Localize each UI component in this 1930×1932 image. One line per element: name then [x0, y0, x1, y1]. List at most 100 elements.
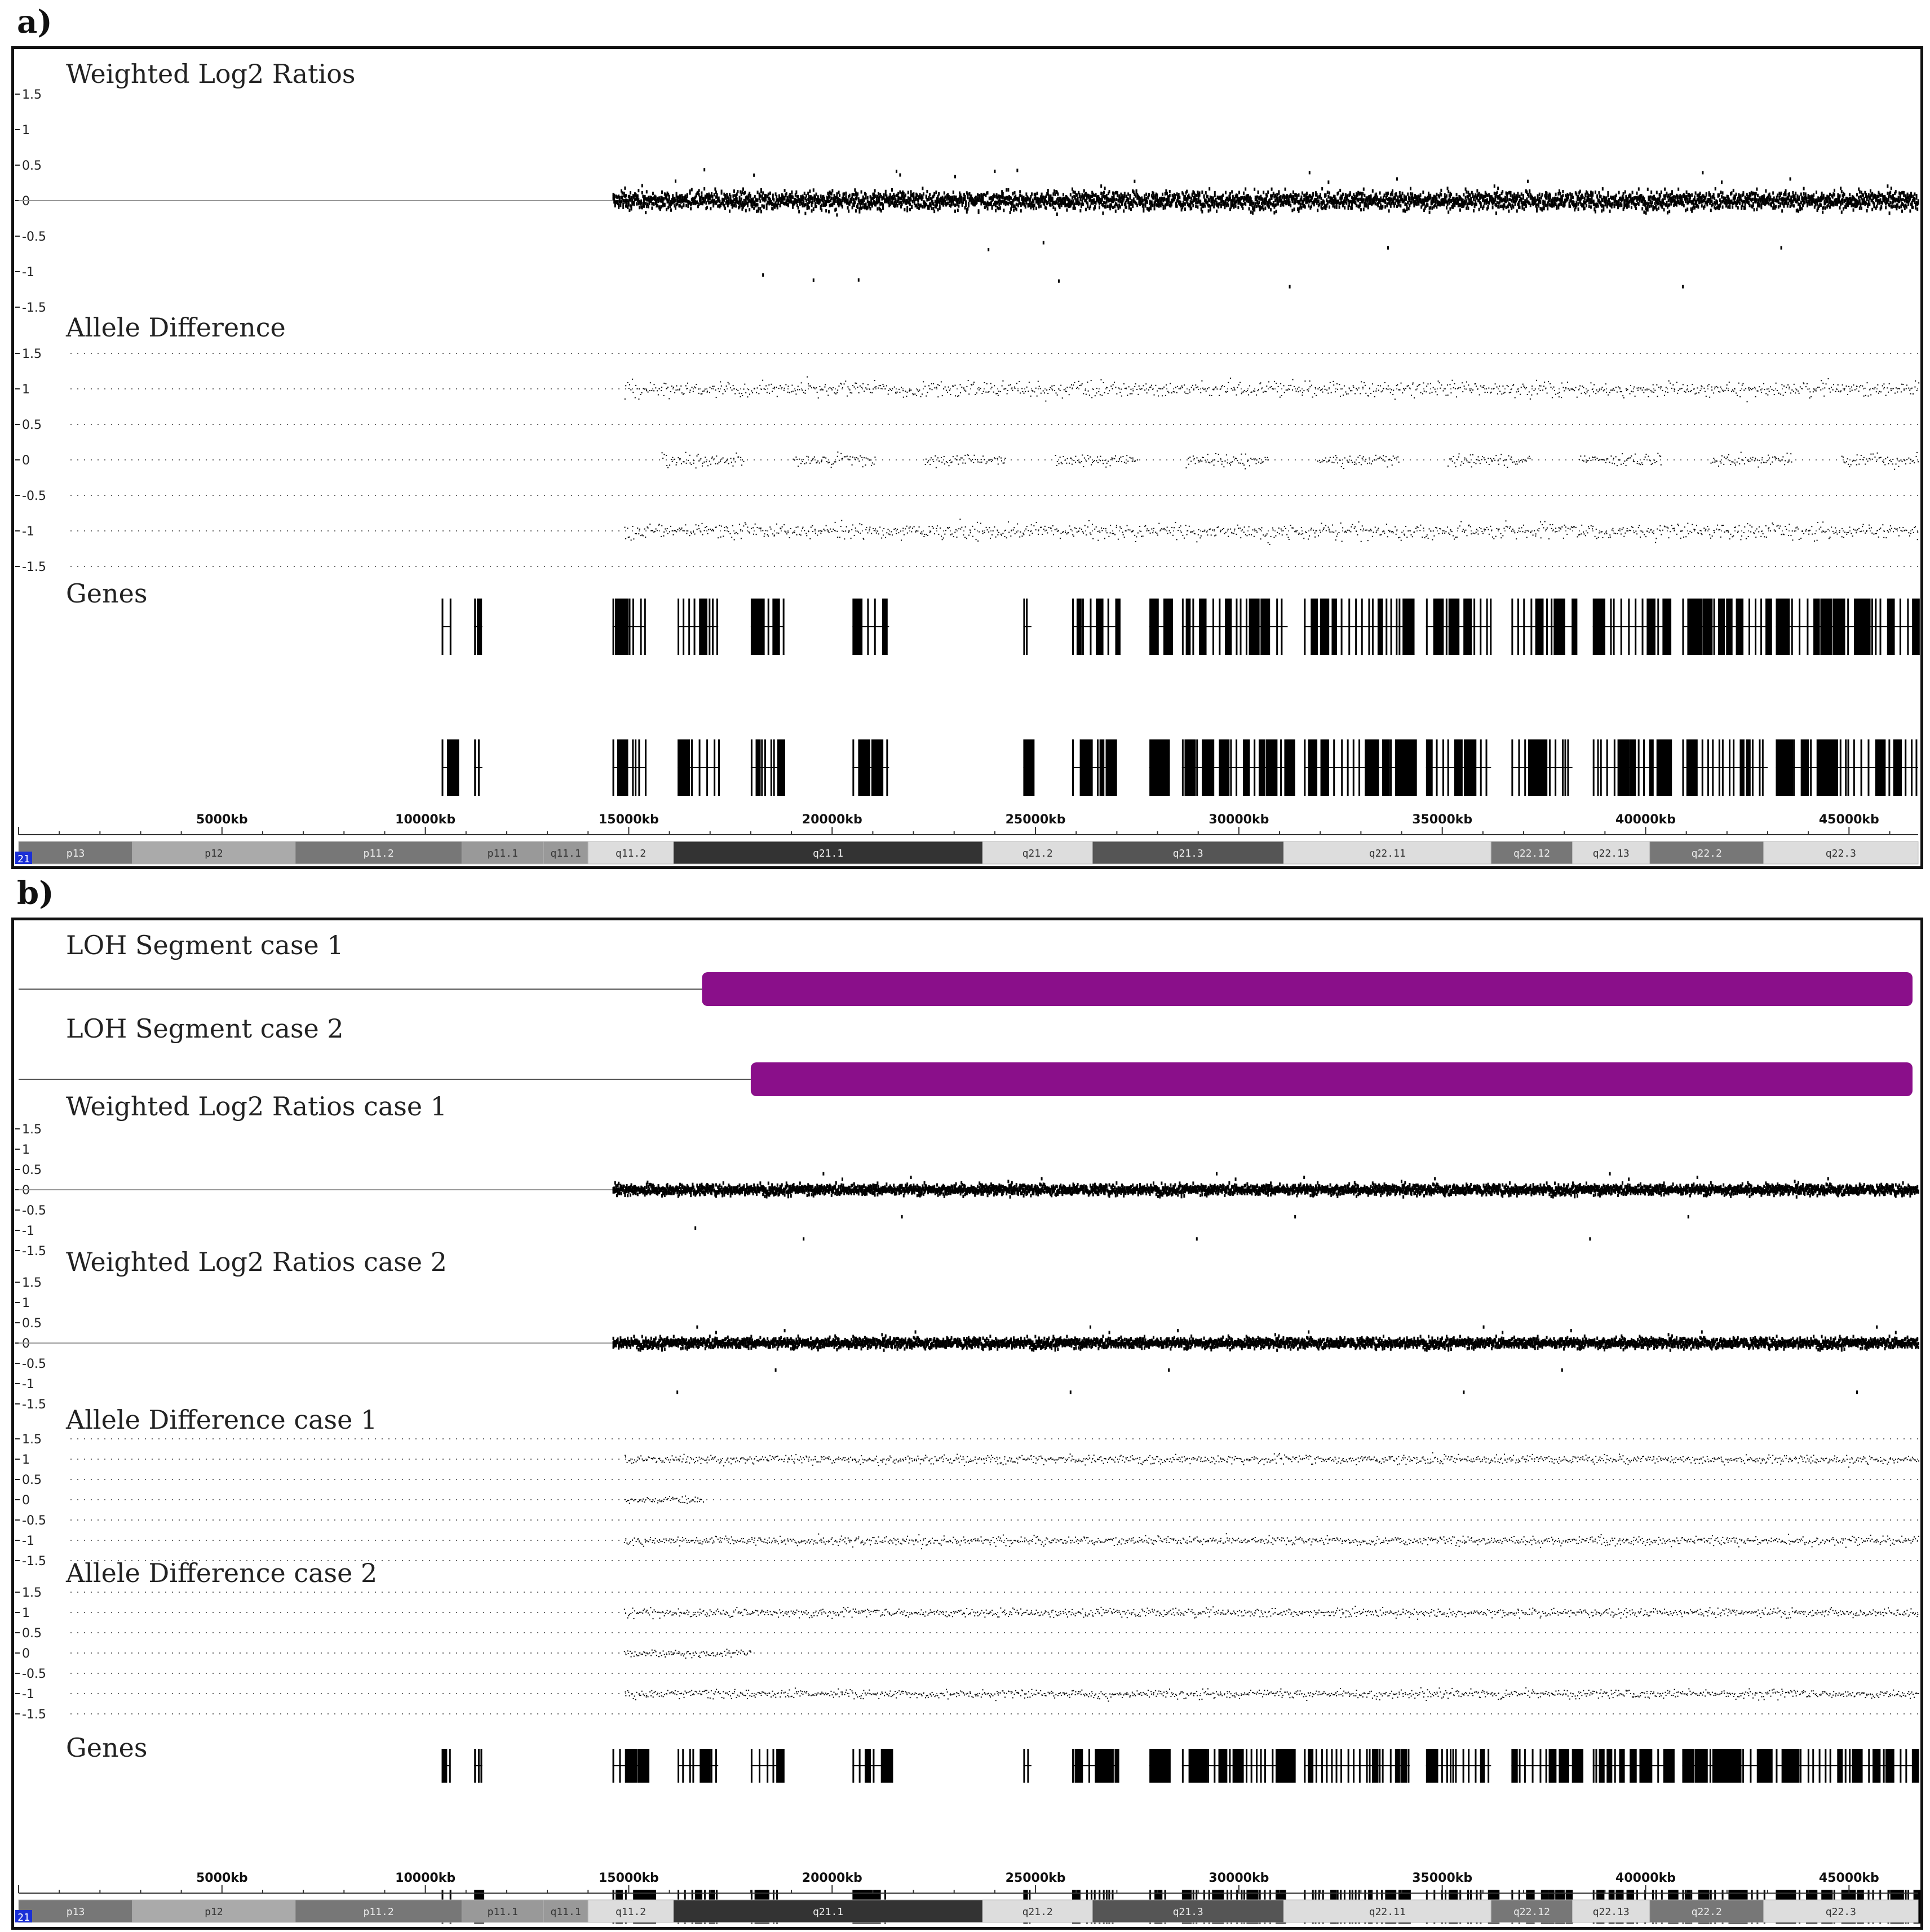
log2-point [1796, 208, 1799, 212]
log2-point [1823, 200, 1826, 203]
log2-point [1738, 200, 1740, 204]
log2-point [939, 204, 941, 208]
log2-point [1436, 197, 1438, 201]
log2-point [633, 194, 635, 198]
log2-point [1624, 203, 1626, 207]
log2-point [982, 200, 984, 204]
log2-point [1662, 198, 1664, 202]
allele-point [732, 385, 734, 387]
log2-point [1817, 206, 1820, 210]
allele-point [625, 538, 627, 539]
log2-point [1011, 205, 1013, 209]
log2-point [1729, 200, 1732, 204]
log2-point [898, 202, 900, 206]
log2-point [1435, 201, 1437, 205]
log2-point [1486, 207, 1488, 211]
log2-point [1847, 201, 1849, 205]
log2-point [1905, 200, 1907, 203]
log2-point [1804, 201, 1806, 205]
allele-point [898, 532, 900, 534]
log2-point [939, 206, 941, 210]
log2-point [1419, 193, 1422, 197]
allele-point [685, 524, 687, 526]
log2-point [970, 201, 972, 205]
log2-point [1036, 197, 1038, 201]
log2-point [1415, 202, 1417, 206]
log2-point [1541, 208, 1543, 212]
log2-point [1043, 198, 1046, 202]
log2-point [1658, 198, 1661, 202]
log2-point [1291, 197, 1294, 201]
allele-point [641, 534, 643, 536]
log2-point [985, 193, 987, 197]
log2-point [1497, 205, 1499, 209]
log2-point [1380, 203, 1382, 207]
log2-point [627, 205, 629, 209]
log2-point [820, 194, 822, 198]
log2-point [1384, 205, 1387, 209]
allele-point [634, 397, 636, 398]
log2-point [1500, 192, 1503, 196]
allele-point [806, 535, 808, 537]
log2-point [1012, 201, 1014, 205]
log2-point [800, 196, 803, 200]
log2-point [1129, 201, 1131, 205]
allele-point [728, 531, 729, 533]
log2-point [1350, 206, 1352, 210]
allele-point [906, 525, 908, 527]
log2-point [663, 202, 666, 206]
log2-point [1808, 202, 1811, 206]
log2-point [1839, 206, 1841, 210]
log2-point [1871, 199, 1874, 203]
allele-point [794, 459, 795, 461]
allele-point [783, 387, 785, 389]
log2-point [724, 194, 726, 198]
log2-point [1021, 200, 1024, 204]
log2-point [1750, 197, 1752, 201]
log2-point [1269, 201, 1271, 205]
allele-point [820, 389, 821, 391]
log2-point [1209, 208, 1211, 212]
log2-point [995, 193, 998, 197]
allele-point [830, 528, 831, 530]
log2-point [980, 202, 982, 206]
log2-point [1060, 203, 1063, 207]
log2-point [1869, 196, 1871, 200]
log2-point [701, 197, 703, 201]
log2-point [1161, 201, 1163, 205]
log2-point [1055, 189, 1057, 193]
log2-point [910, 198, 912, 202]
log2-point [1062, 201, 1064, 205]
log2-point [1792, 204, 1795, 208]
log2-point [1093, 198, 1095, 202]
allele-point [760, 527, 762, 529]
log2-point [1479, 196, 1481, 200]
allele-point [733, 458, 734, 459]
log2-point [1809, 197, 1811, 201]
log2-point [1484, 194, 1486, 198]
log2-point [1205, 198, 1207, 202]
log2-point [1807, 194, 1809, 198]
allele-point [763, 388, 765, 389]
log2-point [1535, 209, 1538, 213]
log2-point [794, 197, 796, 201]
allele-point [727, 527, 728, 529]
log2-point [1451, 205, 1453, 209]
log2-point [940, 197, 942, 201]
log2-point [1369, 202, 1371, 206]
log2-point [1813, 200, 1816, 204]
log2-point [1365, 204, 1367, 208]
log2-point [1693, 198, 1695, 202]
log2-point [1558, 198, 1560, 202]
log2-point [1755, 200, 1757, 204]
log2-point [1754, 200, 1756, 203]
log2-point [1129, 194, 1131, 198]
log2-point [1398, 190, 1401, 194]
log2-point [1742, 191, 1745, 195]
log2-point [1351, 206, 1353, 210]
allele-point [870, 459, 872, 461]
log2-point [1395, 192, 1397, 196]
allele-point [887, 529, 889, 530]
log2-point [1453, 198, 1455, 202]
allele-point [908, 527, 910, 529]
